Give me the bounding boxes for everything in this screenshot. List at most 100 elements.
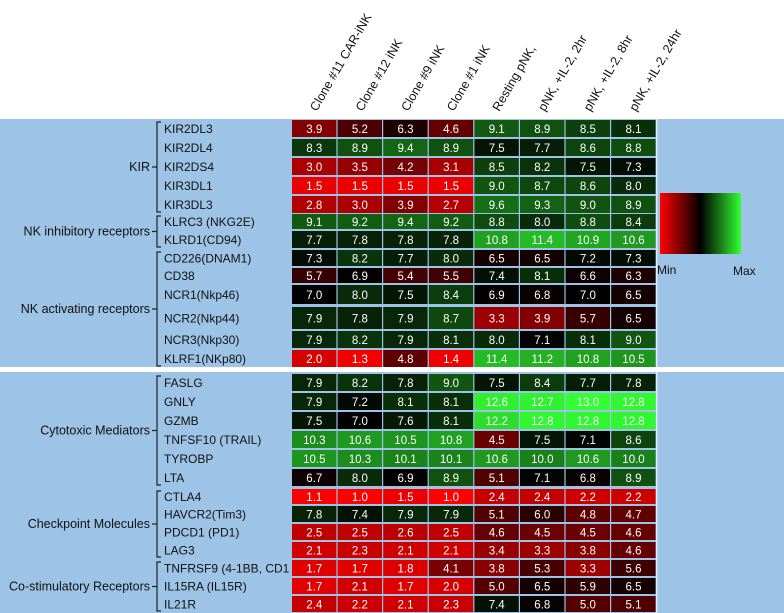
heatmap-cell bbox=[474, 412, 519, 429]
gene-label: FASLG bbox=[164, 376, 203, 390]
cell-value: 6.5 bbox=[626, 290, 642, 302]
cell-value: 1.5 bbox=[398, 181, 414, 193]
gene-label: NCR1(Nkp46) bbox=[164, 288, 239, 302]
heatmap-cell bbox=[565, 307, 610, 329]
heatmap-cell bbox=[337, 542, 382, 558]
heatmap-cell bbox=[383, 542, 428, 558]
heatmap-cell bbox=[474, 450, 519, 467]
heatmap-cell bbox=[520, 412, 565, 429]
cell-value: 7.9 bbox=[398, 335, 414, 347]
cell-value: 9.0 bbox=[580, 200, 596, 212]
cell-value: 5.0 bbox=[580, 600, 596, 612]
cell-value: 10.0 bbox=[531, 454, 553, 466]
heatmap-cell bbox=[474, 489, 519, 504]
heatmap-cell bbox=[337, 139, 382, 156]
heatmap-cell bbox=[428, 596, 474, 612]
heatmap-cell bbox=[520, 469, 565, 486]
cell-value: 10.3 bbox=[349, 454, 371, 466]
heatmap-cell bbox=[383, 506, 428, 522]
heatmap-cell bbox=[428, 268, 474, 283]
cell-value: 6.6 bbox=[580, 271, 596, 283]
heatmap-cell bbox=[565, 331, 610, 348]
heatmap-cell bbox=[611, 331, 656, 348]
heatmap-cell bbox=[337, 231, 382, 248]
cell-value: 2.3 bbox=[443, 600, 459, 612]
cell-value: 5.6 bbox=[626, 564, 642, 576]
cell-value: 7.7 bbox=[306, 235, 322, 247]
column-header: Clone #12 iNK bbox=[353, 36, 406, 113]
cell-value: 6.0 bbox=[534, 510, 550, 522]
cell-value: 2.1 bbox=[398, 600, 414, 612]
heatmap-cell bbox=[383, 177, 428, 194]
heatmap-cell bbox=[611, 560, 656, 576]
heatmap-cell bbox=[474, 542, 519, 558]
cell-value: 8.7 bbox=[534, 181, 550, 193]
cell-value: 8.6 bbox=[626, 435, 642, 447]
heatmap-cell bbox=[474, 469, 519, 486]
heatmap-cell bbox=[565, 214, 610, 229]
heatmap-cell bbox=[520, 285, 565, 304]
cell-value: 8.4 bbox=[534, 378, 551, 390]
heatmap-cell bbox=[565, 350, 610, 367]
cell-value: 7.9 bbox=[306, 335, 322, 347]
heatmap-cell bbox=[520, 431, 565, 448]
heatmap-cell bbox=[520, 524, 565, 540]
cell-value: 1.0 bbox=[443, 492, 459, 504]
cell-value: 9.1 bbox=[306, 217, 322, 229]
heatmap-cell bbox=[292, 431, 337, 448]
cell-value: 7.3 bbox=[306, 254, 322, 266]
legend-gradient bbox=[660, 193, 741, 254]
cell-value: 3.4 bbox=[489, 546, 506, 558]
cell-value: 8.9 bbox=[443, 473, 459, 485]
cell-value: 4.6 bbox=[626, 546, 642, 558]
cell-value: 8.0 bbox=[443, 254, 459, 266]
heatmap-cell bbox=[292, 374, 337, 391]
heatmap-cell bbox=[474, 596, 519, 612]
cell-value: 2.1 bbox=[398, 546, 414, 558]
cell-value: 7.8 bbox=[352, 314, 368, 326]
gene-label: TNFRSF9 (4-1BB, CD1 bbox=[164, 562, 290, 576]
heatmap-cell bbox=[428, 177, 474, 194]
heatmap-cell bbox=[383, 524, 428, 540]
heatmap-cell bbox=[565, 177, 610, 194]
heatmap-cell bbox=[474, 374, 519, 391]
cell-value: 8.2 bbox=[352, 335, 368, 347]
gene-label: CD38 bbox=[164, 269, 195, 283]
gene-label: HAVCR2(Tim3) bbox=[164, 508, 246, 522]
cell-value: 6.5 bbox=[626, 314, 642, 326]
heatmap-cell bbox=[292, 450, 337, 467]
cell-value: 1.7 bbox=[306, 564, 322, 576]
gene-label: KIR2DL3 bbox=[164, 122, 213, 136]
heatmap-cell bbox=[383, 450, 428, 467]
cell-value: 10.5 bbox=[394, 435, 416, 447]
cell-value: 10.6 bbox=[622, 235, 644, 247]
heatmap-cell bbox=[565, 469, 610, 486]
heatmap-cell bbox=[520, 307, 565, 329]
heatmap-cell bbox=[337, 350, 382, 367]
heatmap-cell bbox=[292, 177, 337, 194]
cell-value: 10.6 bbox=[349, 435, 371, 447]
heatmap-cell bbox=[611, 506, 656, 522]
cell-value: 7.2 bbox=[580, 254, 596, 266]
cell-value: 7.4 bbox=[352, 510, 369, 522]
cell-value: 10.3 bbox=[303, 435, 325, 447]
cell-value: 7.2 bbox=[352, 397, 368, 409]
heatmap-cell bbox=[383, 412, 428, 429]
heatmap-cell bbox=[520, 542, 565, 558]
heatmap-cell bbox=[565, 196, 610, 213]
heatmap-cell bbox=[428, 350, 474, 367]
cell-value: 10.6 bbox=[577, 454, 599, 466]
heatmap-cell bbox=[565, 374, 610, 391]
heatmap-cell bbox=[383, 393, 428, 410]
group-bracket bbox=[152, 215, 161, 248]
heatmap-cell bbox=[337, 596, 382, 612]
heatmap-cell bbox=[383, 350, 428, 367]
group-bracket bbox=[152, 251, 161, 367]
cell-value: 6.3 bbox=[398, 124, 414, 136]
heatmap-cell bbox=[611, 431, 656, 448]
heatmap-cell bbox=[292, 331, 337, 348]
cell-value: 2.6 bbox=[398, 528, 414, 540]
cell-value: 8.9 bbox=[534, 124, 550, 136]
heatmap-cell bbox=[292, 158, 337, 175]
gene-label: GZMB bbox=[164, 414, 199, 428]
